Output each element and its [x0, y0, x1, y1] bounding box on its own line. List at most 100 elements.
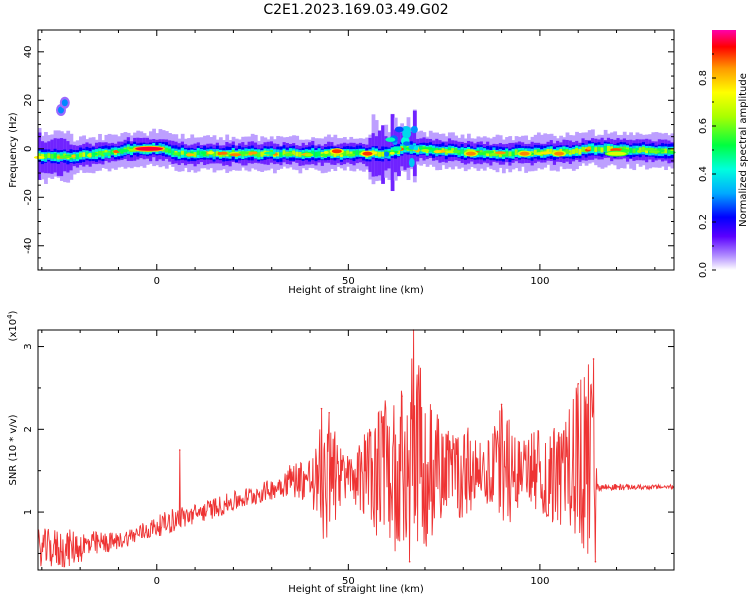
spectrogram-speckle: [260, 152, 265, 156]
spectrogram-speckle: [636, 149, 642, 153]
spectrogram-cell: [292, 150, 296, 156]
figure-title: C2E1.2023.169.03.49.G02: [263, 2, 448, 18]
spectrogram-cell: [419, 146, 424, 152]
spectrogram-cell: [358, 150, 363, 155]
spectrogram-hot-spot: [331, 149, 342, 154]
spectrogram-cell: [171, 150, 176, 156]
spectrogram-cell: [381, 151, 385, 157]
spectrogram-speckle: [218, 151, 228, 155]
spectrogram-cell: [342, 150, 347, 157]
spectrogram-speckle: [207, 151, 215, 155]
spectrogram-x-tick-label: 50: [342, 276, 355, 287]
spectrogram-cell: [594, 147, 598, 152]
spectrogram-cell: [327, 150, 331, 156]
spectrogram-cell: [508, 151, 513, 157]
spectrogram-cell: [314, 151, 319, 157]
spectrogram-burst: [384, 151, 390, 157]
spectrogram-cell: [635, 147, 640, 153]
spectrogram-cell: [212, 151, 217, 157]
spectrogram-cell: [44, 154, 48, 159]
snr-spike-point: [178, 449, 181, 451]
spectrogram-speckle: [103, 152, 111, 156]
colorbar-tick-label: 0.0: [698, 262, 709, 278]
spectrogram-cell: [629, 148, 633, 153]
spectrogram-cell: [638, 147, 643, 152]
spectrogram-burst: [385, 137, 396, 142]
spectrogram-speckle: [238, 151, 249, 155]
snr-series-line: [37, 329, 675, 568]
spectrogram-hot-spot: [554, 151, 565, 156]
spectrogram-cell: [597, 146, 602, 152]
spectrogram-frame: [37, 29, 675, 271]
spectrogram-cell: [664, 148, 668, 154]
snr-x-tick-label: 0: [154, 576, 160, 587]
snr-marks: [37, 329, 675, 568]
spectrogram-cell: [193, 152, 198, 158]
spectrogram-y-tick-label: 20: [23, 94, 34, 107]
snr-spike-point: [500, 403, 503, 406]
spectrogram-cell: [352, 150, 357, 156]
spectrogram-burst: [391, 146, 402, 151]
snr-x-axis-label: Height of straight line (km): [288, 584, 424, 595]
spectrogram-cell: [492, 150, 497, 156]
spectrogram-speckle: [648, 150, 660, 154]
spectrogram-speckle: [185, 153, 195, 157]
spectrogram-burst: [394, 126, 404, 133]
spectrogram-speckle: [319, 153, 329, 157]
spectrogram-speckle: [33, 155, 45, 159]
spectrogram-cell: [53, 153, 58, 159]
spectrogram-speckle: [264, 151, 276, 155]
spectrogram-speckle: [87, 153, 92, 157]
snr-ticks: 0 50 100 3 2 1: [23, 330, 674, 587]
colorbar-tick-label: 0.2: [698, 214, 709, 230]
spectrogram-cell: [47, 153, 52, 158]
spectrogram-y-axis-label: Frequency (Hz): [8, 112, 19, 188]
spectrogram-speckle: [173, 152, 179, 156]
spectrogram-cell: [183, 151, 188, 157]
spectrogram-speckle: [452, 150, 461, 154]
spectrogram-blob: [57, 106, 64, 114]
spectrogram-speckle: [586, 146, 592, 150]
snr-frame: [37, 329, 675, 571]
spectrogram-y-tick-label: -40: [23, 238, 34, 254]
snr-plot-area: [38, 330, 674, 570]
spectrogram-cell: [403, 145, 408, 151]
spectrogram-speckle: [200, 151, 207, 155]
spectrogram-cell: [346, 150, 350, 156]
spectrogram-speckle: [495, 151, 506, 155]
snr-spike-point: [328, 411, 330, 414]
spectrogram-cell: [298, 151, 303, 157]
colorbar-tick-label: 0.4: [698, 166, 709, 182]
spectrogram-speckle: [346, 153, 356, 157]
spectrogram-cell: [447, 147, 452, 153]
spectrogram-speckle: [304, 153, 314, 157]
spectrogram-cell: [355, 150, 360, 156]
spectrogram-marks: [33, 96, 676, 192]
spectrogram-cell: [536, 149, 541, 155]
spectrogram-speckle: [668, 150, 676, 154]
spectrogram-speckle: [389, 151, 395, 155]
snr-y-tick-label: 3: [23, 343, 34, 349]
spectrogram-speckle: [483, 150, 495, 154]
spectrogram-burst: [408, 157, 415, 168]
spectrogram-cell: [196, 150, 201, 156]
spectrogram-speckle: [59, 155, 71, 159]
spectrogram-cell: [600, 147, 605, 153]
spectrogram-cell: [387, 151, 392, 157]
spectrogram-cell: [645, 148, 649, 154]
spectrogram-cell: [164, 147, 169, 153]
spectrogram-cell: [75, 154, 80, 160]
spectrogram-cell: [279, 152, 284, 157]
spectrogram-cell: [317, 151, 322, 157]
spectrogram-cell: [311, 150, 315, 156]
spectrogram-speckle: [248, 151, 258, 155]
spectrogram-cell: [546, 148, 551, 154]
spectrogram-cell: [498, 152, 503, 158]
spectrogram-cell: [667, 149, 672, 154]
spectrogram-cell: [98, 150, 102, 156]
spectrogram-hot-spot: [135, 146, 164, 151]
spectrogram-speckle: [421, 148, 430, 152]
spectrogram-cell: [549, 148, 554, 154]
colorbar-gradient: [712, 30, 736, 270]
spectrogram-cell: [82, 152, 86, 157]
